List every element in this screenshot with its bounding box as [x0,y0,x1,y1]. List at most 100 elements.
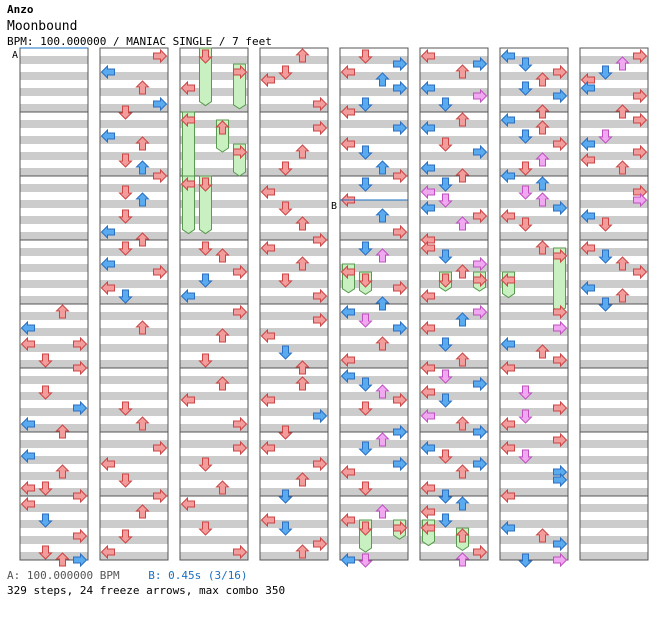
step-arrow-down [358,481,373,496]
step-arrow-left [100,128,115,144]
step-arrow-left [260,240,275,256]
step-arrow-right [313,312,328,328]
step-arrow-up [295,48,310,63]
beat-stripe [20,488,88,496]
step-arrow-down [358,553,373,568]
beat-stripe [500,472,568,480]
beat-stripe [580,232,648,240]
step-arrow-down [518,81,533,96]
beat-stripe [260,472,328,480]
step-arrow-left [420,160,435,176]
step-arrow-down [278,345,293,360]
beat-stripe [100,312,168,320]
step-arrow-down [518,385,533,400]
beat-stripe [420,536,488,544]
beat-stripe [580,520,648,528]
beat-stripe [420,184,488,192]
step-arrow-up [455,416,470,431]
step-arrow-left [260,392,275,408]
beat-stripe [340,424,408,432]
step-arrow-left [420,480,435,496]
beat-stripe [20,408,88,416]
beat-stripe [420,376,488,384]
step-arrow-down [438,137,453,152]
beat-stripe [500,440,568,448]
beat-stripe [500,216,568,224]
step-arrow-right [473,144,488,160]
beat-stripe [260,424,328,432]
beat-stripe [20,200,88,208]
step-arrow-left [420,504,435,520]
step-arrow-up [535,152,550,167]
beat-stripe [340,248,408,256]
step-arrow-up [455,352,470,367]
step-arrow-up [535,104,550,119]
step-arrow-left [500,360,515,376]
beat-stripe [340,408,408,416]
step-arrow-up [295,544,310,559]
step-arrow-down [278,521,293,536]
step-arrow-up [375,336,390,351]
beat-stripe [260,456,328,464]
beat-stripe [580,104,648,112]
beat-stripe [180,56,248,64]
step-arrow-up [375,248,390,263]
step-arrow-up [615,56,630,71]
step-arrow-right [153,168,168,184]
step-arrow-right [393,168,408,184]
step-arrow-down [118,209,133,224]
step-arrow-down [358,377,373,392]
beat-stripe [500,328,568,336]
beat-stripe [20,296,88,304]
step-arrow-left [260,184,275,200]
step-arrow-up [135,192,150,207]
step-arrow-right [73,360,88,376]
step-arrow-right [473,56,488,72]
beat-stripe [100,184,168,192]
step-arrow-down [518,217,533,232]
beat-stripe [180,296,248,304]
beat-stripe [340,440,408,448]
step-arrow-down [438,249,453,264]
freeze-arrow-body [199,47,212,107]
beat-stripe [580,408,648,416]
step-arrow-right [73,488,88,504]
beat-stripe [180,392,248,400]
step-arrow-down [198,353,213,368]
step-arrow-down [278,201,293,216]
beat-stripe [180,408,248,416]
beat-stripe [500,232,568,240]
step-arrow-down [278,65,293,80]
beat-stripe [20,280,88,288]
beat-stripe [580,328,648,336]
step-arrow-down [198,241,213,256]
step-arrow-left [340,136,355,152]
step-arrow-down [438,193,453,208]
step-arrow-left [340,464,355,480]
beat-stripe [500,72,568,80]
step-arrow-down [358,49,373,64]
beat-stripe [100,360,168,368]
step-arrow-left [420,440,435,456]
step-arrow-right [313,456,328,472]
beat-stripe [100,296,168,304]
beat-stripe [260,552,328,560]
step-arrow-right [393,280,408,296]
step-arrow-down [198,273,213,288]
marker-b: B [331,201,337,212]
step-arrow-down [278,161,293,176]
beat-stripe [180,184,248,192]
step-arrow-left [100,224,115,240]
beat-stripe [500,456,568,464]
step-arrow-up [455,168,470,183]
beat-stripe [180,232,248,240]
step-arrow-left [420,408,435,424]
beat-stripe [500,344,568,352]
beat-stripe [100,104,168,112]
step-arrow-left [580,136,595,152]
song-artist: Anzo [7,3,34,16]
beat-stripe [180,216,248,224]
beat-stripe [420,216,488,224]
step-arrow-left [100,256,115,272]
step-arrow-down [598,249,613,264]
